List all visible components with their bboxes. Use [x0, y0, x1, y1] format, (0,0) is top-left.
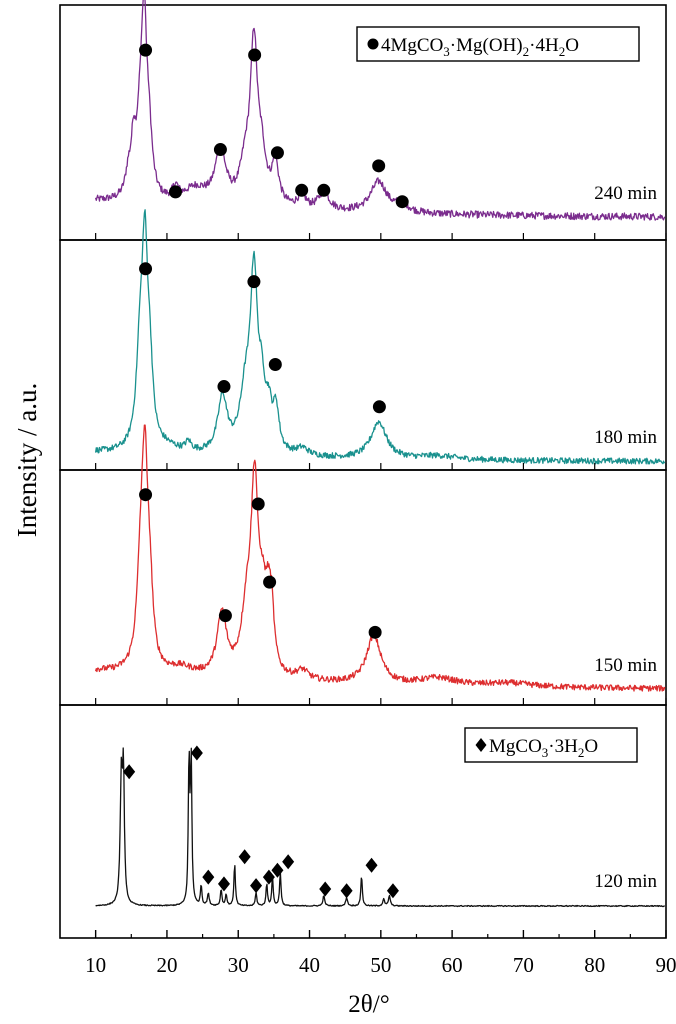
x-tick-label: 10	[85, 953, 106, 977]
peak-marker-circle	[317, 183, 331, 197]
series-line-240-min	[94, 0, 666, 221]
x-tick-label: 70	[513, 953, 534, 977]
legend-label: MgCO3·3H2O	[489, 736, 598, 760]
peak-marker-diamond	[271, 862, 284, 878]
x-tick-label: 90	[656, 953, 676, 977]
panel-frame	[59, 469, 667, 706]
legend-box	[356, 26, 640, 62]
peak-marker-circle	[395, 195, 409, 209]
chart-panels: 240 min 180 min 150 min 120 min 4MgCO3·Mg(OH…	[59, 0, 667, 939]
panel-label: 120 min	[594, 871, 657, 892]
peak-marker-diamond	[282, 854, 295, 870]
legend-marker-circle	[367, 38, 379, 50]
x-tick-label: 60	[442, 953, 463, 977]
peak-marker-circle	[251, 497, 265, 511]
x-tick-label: 30	[228, 953, 249, 977]
panel-150-min: 150 min	[59, 424, 667, 706]
panel-label: 240 min	[594, 183, 657, 204]
legend-box	[464, 727, 638, 763]
peak-marker-diamond	[190, 745, 203, 761]
panel-label: 180 min	[594, 427, 657, 448]
peak-marker-diamond	[250, 878, 263, 894]
panel-frame	[59, 704, 667, 939]
peak-marker-diamond	[386, 883, 399, 899]
peak-marker-circle	[372, 400, 386, 414]
panel-label: 150 min	[594, 655, 657, 676]
peak-marker-circle	[247, 275, 261, 289]
x-tick-label: 80	[584, 953, 605, 977]
peak-marker-circle	[213, 143, 227, 157]
peak-marker-circle	[268, 357, 282, 371]
peak-marker-circle	[270, 146, 284, 160]
peak-marker-diamond	[238, 849, 251, 865]
panel-120-min: 120 min	[59, 704, 667, 939]
peak-marker-circle	[168, 185, 182, 199]
peak-marker-diamond	[123, 764, 136, 780]
panel-180-min: 180 min	[59, 209, 667, 471]
peak-marker-diamond	[319, 881, 332, 897]
peak-marker-diamond	[365, 857, 378, 873]
x-axis: 10 20 30 40 50 60 70 80 90	[85, 233, 676, 977]
peak-marker-circle	[217, 380, 231, 394]
peak-marker-circle	[368, 625, 382, 639]
legend-marker-diamond	[475, 738, 487, 752]
peak-marker-circle	[248, 48, 262, 62]
peak-marker-circle	[263, 575, 277, 589]
panel-frame	[59, 239, 667, 471]
peak-marker-circle	[139, 488, 153, 502]
peak-marker-diamond	[262, 869, 275, 885]
x-axis-label: 2θ/°	[348, 991, 389, 1018]
x-tick-label: 50	[370, 953, 391, 977]
x-tick-label: 20	[156, 953, 177, 977]
x-tick-label: 40	[299, 953, 320, 977]
legend-nesquehonite: MgCO3·3H2O	[464, 727, 638, 763]
peak-marker-circle	[218, 609, 232, 623]
y-axis-label: Intensity / a.u.	[12, 383, 42, 537]
legend-basic-carbonate: 4MgCO3·Mg(OH)2·4H2O	[356, 26, 640, 62]
peak-marker-diamond	[340, 883, 353, 899]
peak-marker-circle	[139, 43, 153, 57]
peak-marker-diamond	[217, 876, 230, 892]
peak-marker-diamond	[202, 869, 215, 885]
series-line-150-min	[94, 424, 666, 692]
series-line-180-min	[94, 209, 666, 465]
peak-marker-circle	[372, 159, 386, 173]
peak-marker-circle	[295, 183, 309, 197]
legend-label: 4MgCO3·Mg(OH)2·4H2O	[381, 35, 579, 59]
peak-marker-circle	[139, 262, 153, 276]
series-line-120-min	[95, 747, 665, 908]
